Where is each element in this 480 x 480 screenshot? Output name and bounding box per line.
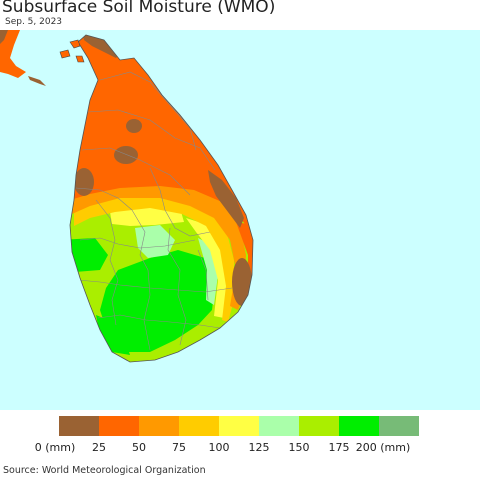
legend-swatch: [99, 416, 139, 436]
zone-green-southwest: [96, 315, 130, 355]
zone-dry-north-1: [126, 119, 142, 133]
map-title: Subsurface Soil Moisture (WMO): [2, 0, 276, 17]
legend-tick-label: 50: [132, 441, 146, 454]
legend-swatch: [339, 416, 379, 436]
legend-swatch: [179, 416, 219, 436]
legend-swatch: [379, 416, 419, 436]
legend-color-bar: [59, 416, 419, 436]
legend-tick-labels: 0 (mm) 25 50 75 100 125 150 175 200 (mm): [0, 441, 480, 457]
legend-tick-label: 100: [208, 441, 230, 454]
zone-yellow: [74, 194, 234, 322]
legend-tick-label: 0 (mm): [34, 441, 76, 454]
zone-dry-east-coast: [208, 170, 244, 228]
india-coast: [0, 30, 26, 78]
zone-green-south: [100, 250, 215, 352]
india-islet: [28, 76, 46, 86]
soil-moisture-map: [0, 30, 480, 410]
district-borders: [75, 71, 233, 351]
island-outline: [69, 34, 254, 363]
legend-swatch: [59, 416, 99, 436]
legend-swatch: [139, 416, 179, 436]
zone-amber: [70, 184, 246, 310]
zone-dry-north-2: [114, 146, 138, 164]
legend-tick-label: 200 (mm): [355, 441, 411, 454]
legend-tick-label: 25: [92, 441, 106, 454]
legend-swatch: [219, 416, 259, 436]
zone-dry-west: [74, 168, 94, 196]
jaffna-islands: [59, 39, 85, 63]
legend-tick-label: 150: [288, 441, 310, 454]
legend-tick-label: 125: [248, 441, 270, 454]
legend-tick-label: 75: [172, 441, 186, 454]
legend-swatch: [259, 416, 299, 436]
india-coast-dry: [0, 30, 8, 44]
zone-dry-southeast: [232, 258, 252, 306]
legend-swatch: [299, 416, 339, 436]
source-credit: Source: World Meteorological Organizatio…: [3, 465, 206, 476]
map-date: Sep. 5, 2023: [5, 17, 63, 27]
legend-tick-label: 175: [328, 441, 350, 454]
